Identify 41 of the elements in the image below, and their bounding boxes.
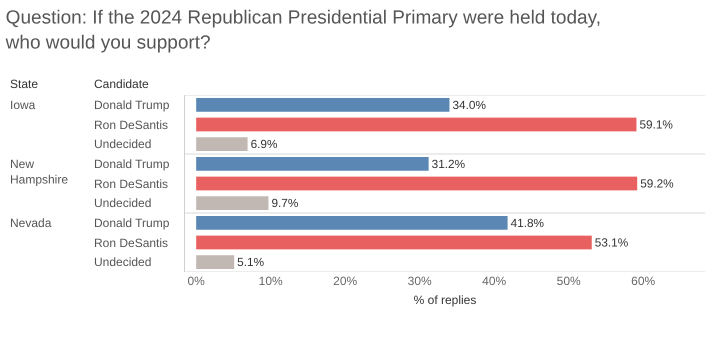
data-label: 41.8% bbox=[510, 216, 545, 230]
chart-title: Question: If the 2024 Republican Presidential Primary were held today, who would you support? bbox=[4, 8, 601, 54]
data-label: 34.0% bbox=[452, 98, 486, 112]
data-label: 53.1% bbox=[594, 236, 629, 250]
bar bbox=[196, 137, 248, 152]
y2-tick-label: Nevada bbox=[10, 216, 52, 230]
y-tick-label: Ron DeSantis bbox=[94, 118, 168, 132]
y2-tick-label: New Hampshire bbox=[10, 157, 68, 187]
y2-tick-label: Iowa bbox=[10, 98, 36, 112]
y-tick-label: Undecided bbox=[94, 255, 152, 269]
bar bbox=[196, 236, 592, 250]
y-axis-title: Candidate bbox=[94, 77, 150, 91]
y-tick-label: Donald Trump bbox=[94, 157, 170, 171]
y-tick-label: Donald Trump bbox=[94, 98, 170, 112]
data-label: 59.2% bbox=[640, 177, 674, 190]
y-tick-label: Undecided bbox=[94, 137, 152, 151]
y-tick-label: Ron DeSantis bbox=[94, 177, 168, 191]
x-tick-label: 30% bbox=[408, 274, 432, 288]
bar bbox=[196, 156, 429, 171]
x-tick-label: 20% bbox=[333, 274, 358, 288]
y-tick-label: Donald Trump bbox=[94, 216, 170, 230]
bar bbox=[196, 196, 268, 210]
bar bbox=[196, 98, 450, 112]
data-label: 6.9% bbox=[250, 137, 278, 152]
bar bbox=[196, 176, 638, 190]
x-tick-label: 0% bbox=[188, 274, 206, 288]
bar bbox=[196, 216, 508, 230]
data-label: 5.1% bbox=[237, 255, 265, 270]
x-axis-title: % of replies bbox=[414, 292, 476, 307]
x-tick-label: 50% bbox=[556, 274, 581, 288]
data-label: 31.2% bbox=[432, 156, 466, 171]
y2-axis-title: State bbox=[10, 77, 38, 91]
y-tick-label: Undecided bbox=[94, 196, 152, 210]
x-tick-label: 40% bbox=[482, 274, 506, 288]
bar bbox=[196, 255, 234, 270]
x-tick-label: 60% bbox=[631, 274, 656, 288]
x-tick-label: 10% bbox=[258, 274, 283, 288]
data-label: 59.1% bbox=[639, 118, 674, 132]
y-tick-label: Ron DeSantis bbox=[94, 236, 168, 250]
data-label: 9.7% bbox=[271, 196, 299, 210]
bar bbox=[196, 118, 636, 132]
